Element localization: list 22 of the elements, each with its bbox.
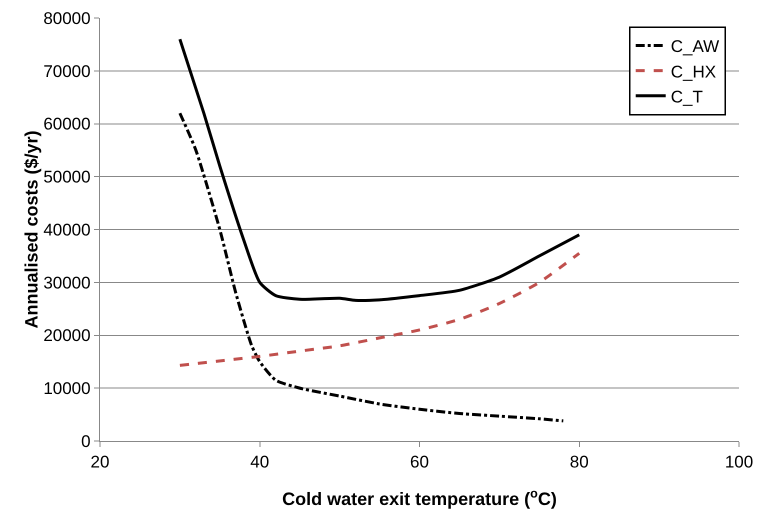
y-axis-title: Annualised costs ($/yr): [21, 130, 42, 329]
y-tick-label: 0: [81, 432, 91, 451]
x-tick-label: 80: [570, 452, 589, 472]
x-tick-label: 20: [90, 452, 110, 472]
x-tick-label: 60: [410, 452, 429, 472]
legend-label: C_HX: [670, 62, 716, 82]
x-tick-label: 40: [250, 452, 270, 472]
y-tick-label: 60000: [43, 114, 91, 134]
y-tick-label: 70000: [43, 62, 91, 81]
y-tick-label: 10000: [43, 379, 91, 398]
y-tick-label: 40000: [43, 220, 91, 240]
line-series: [178, 252, 581, 367]
y-tick-label: 80000: [43, 8, 91, 28]
y-tick-label: 30000: [43, 273, 91, 292]
line-series: [178, 112, 565, 422]
legend-label: C_AW: [670, 37, 720, 56]
legend-label: C_T: [670, 87, 703, 106]
y-tick-label: 50000: [43, 168, 91, 187]
x-axis-title: Cold water exit temperature ($^{o}$C): [282, 486, 557, 509]
x-tick-label: 100: [724, 452, 754, 472]
line-series: [178, 38, 581, 302]
y-tick-label: 20000: [43, 326, 91, 346]
